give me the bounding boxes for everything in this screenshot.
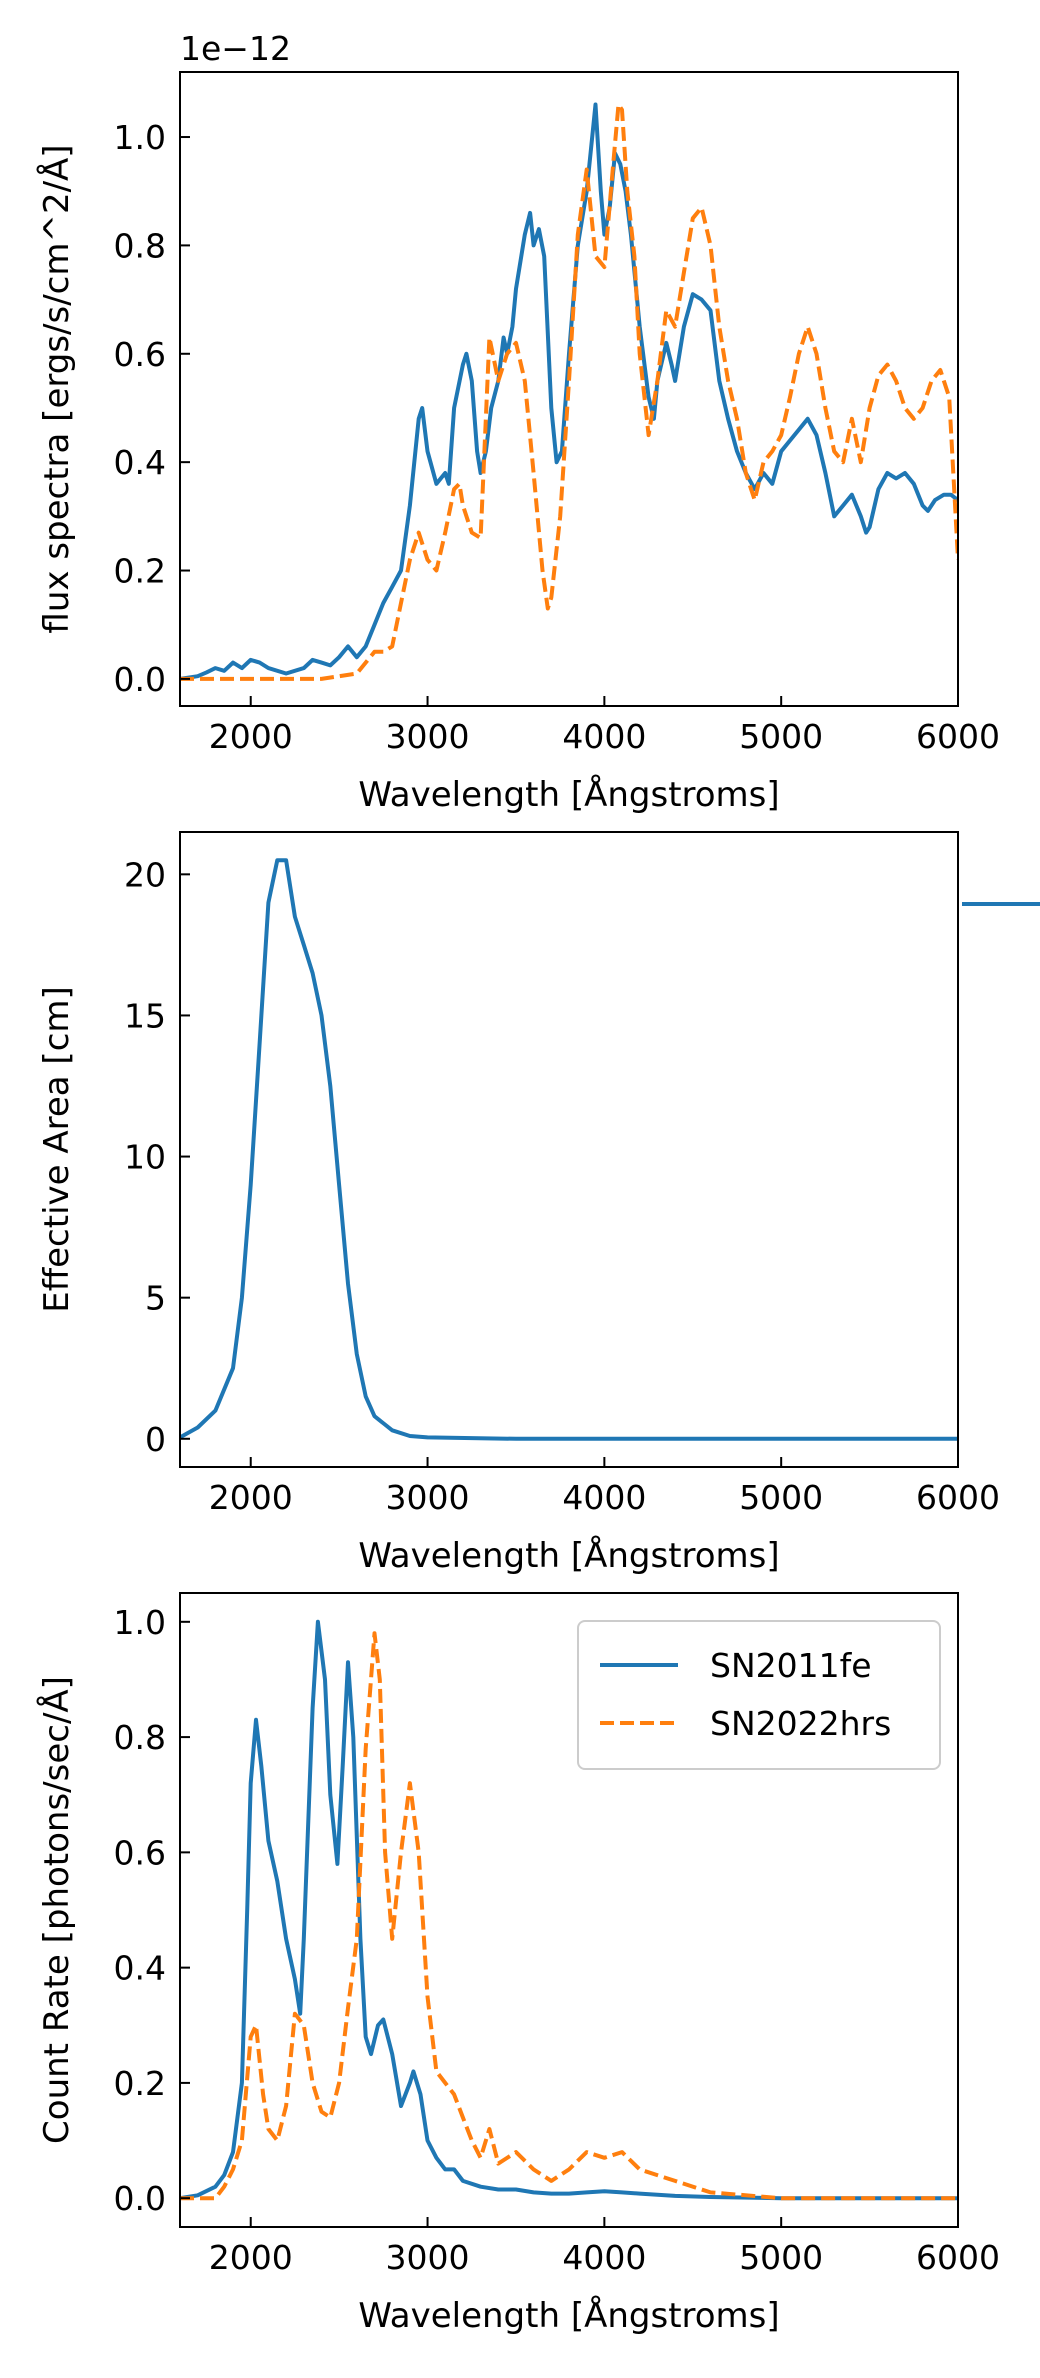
- plot-area: [180, 1619, 958, 2201]
- effective-area-panel: 2000 3000 4000 5000 6000 0 5 10 15 20 Wavelength […: [37, 831, 1040, 1576]
- legend: SN2011fe SN2022hrs: [577, 1620, 941, 1770]
- x-tick-label: 4000: [562, 2238, 646, 2277]
- y-tick-label: 0.2: [114, 552, 166, 591]
- y-tick-label: 0.6: [114, 335, 166, 374]
- legend: UVM2_2010: [962, 902, 1040, 906]
- y-axis-label: flux spectra [ergs/s/cm^2/Å]: [36, 144, 77, 633]
- y-tick-label: 15: [124, 996, 166, 1035]
- x-tick-label: 2000: [209, 2238, 293, 2277]
- x-axis-label: Wavelength [Ångstroms]: [358, 774, 779, 815]
- y-tick-label: 0.8: [114, 226, 166, 265]
- x-tick-label: 2000: [209, 1478, 293, 1517]
- y-tick-label: 1.0: [114, 1603, 166, 1642]
- x-tick-label: 5000: [739, 1478, 823, 1517]
- y-tick-label: 1.0: [114, 118, 166, 157]
- count-rate-panel: 2000 3000 4000 5000 6000 0.0 0.2 0.4 0.6 0.8 1.0 Wa…: [36, 1592, 1000, 2336]
- x-axis-label: Wavelength [Ångstroms]: [358, 1535, 779, 1576]
- series-line-curve-2: [180, 102, 958, 681]
- x-tick-label: 4000: [562, 717, 646, 756]
- y-tick-label: 0.0: [114, 2179, 166, 2218]
- y-tick-label: 0.6: [114, 1833, 166, 1872]
- x-tick-label: 4000: [562, 1478, 646, 1517]
- y-tick-label: 0.4: [114, 443, 166, 482]
- series-line-uvm2_2010: [180, 858, 958, 1441]
- x-tick-label: 3000: [386, 1478, 470, 1517]
- x-tick-label: 3000: [386, 2238, 470, 2277]
- legend-entry: SN2022hrs: [710, 1704, 891, 1743]
- legend-box: [577, 1620, 941, 1770]
- y-tick-label: 0.2: [114, 2064, 166, 2103]
- y-tick-label: 10: [124, 1138, 166, 1177]
- x-tick-label: 6000: [916, 1478, 1000, 1517]
- plot-area: [180, 858, 958, 1441]
- y-tick-label: 0.8: [114, 1718, 166, 1757]
- y-tick-label: 5: [145, 1279, 166, 1318]
- x-tick-label: 6000: [916, 2238, 1000, 2277]
- y-tick-label: 20: [124, 855, 166, 894]
- x-tick-label: 2000: [209, 717, 293, 756]
- x-tick-label: 5000: [739, 2238, 823, 2277]
- axes-frame: [179, 71, 959, 707]
- x-tick-label: 5000: [739, 717, 823, 756]
- x-axis-label: Wavelength [Ångstroms]: [358, 2295, 779, 2336]
- x-tick-label: 6000: [916, 717, 1000, 756]
- y-tick-label: 0.0: [114, 660, 166, 699]
- series-line-sn2011fe: [180, 1619, 958, 2201]
- plot-area: [180, 102, 958, 681]
- legend-entry: SN2011fe: [710, 1646, 872, 1685]
- flux-spectra-panel: 2000 3000 4000 5000 6000 0.0 0.2 0.4 0.6 0.8 1.0 Wa…: [36, 29, 1000, 815]
- y-axis-label: Count Rate [photons/sec/Å]: [36, 1676, 77, 2144]
- y-tick-label: 0: [145, 1420, 166, 1459]
- y-axis-label: Effective Area [cm]: [37, 986, 77, 1313]
- axes-frame: [179, 831, 959, 1468]
- series-line-sn2022hrs: [180, 1631, 958, 2201]
- y-tick-label: 0.4: [114, 1949, 166, 1988]
- axes-frame: [179, 1592, 959, 2228]
- y-offset-label: 1e−12: [180, 29, 291, 68]
- x-tick-label: 3000: [386, 717, 470, 756]
